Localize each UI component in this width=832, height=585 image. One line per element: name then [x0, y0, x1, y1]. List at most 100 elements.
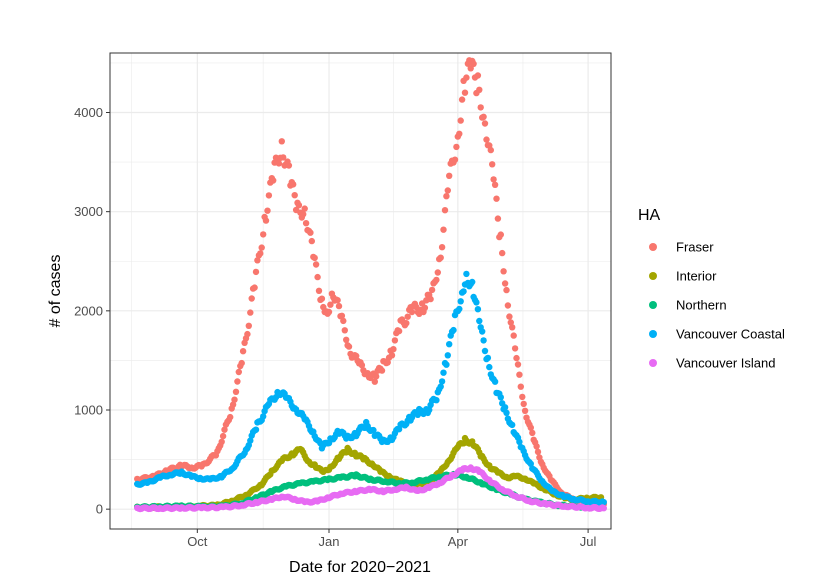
data-point	[497, 394, 504, 401]
data-point	[451, 156, 459, 163]
data-point	[235, 368, 242, 376]
y-tick-label: 4000	[74, 105, 103, 120]
data-point	[443, 193, 450, 200]
data-point	[373, 373, 380, 380]
data-point	[503, 409, 510, 416]
data-point	[421, 304, 429, 311]
data-point	[497, 231, 504, 238]
data-point	[433, 276, 440, 284]
data-point	[221, 426, 228, 433]
data-point	[404, 313, 411, 320]
data-point	[247, 437, 254, 444]
data-point	[370, 426, 377, 434]
data-point	[487, 146, 494, 154]
data-point	[338, 312, 346, 319]
data-point	[458, 96, 466, 103]
data-point	[511, 345, 519, 352]
data-point	[245, 322, 252, 329]
data-point	[325, 308, 333, 316]
data-point	[301, 205, 308, 212]
data-point	[509, 324, 516, 331]
data-point	[519, 393, 526, 401]
data-point	[501, 404, 509, 411]
x-tick-label: Jul	[580, 534, 597, 549]
legend: HA Fraser Interior Northern Vancouver Coast…	[638, 207, 785, 371]
data-point	[395, 327, 403, 335]
data-point	[232, 388, 240, 395]
data-point	[493, 195, 500, 202]
data-point	[499, 249, 506, 257]
data-point	[460, 288, 467, 295]
data-point	[474, 306, 482, 313]
data-point	[248, 295, 255, 302]
data-point	[516, 371, 523, 378]
data-point	[358, 362, 366, 369]
legend-key-vancouver-island	[649, 359, 657, 367]
data-point	[533, 443, 540, 450]
data-point	[311, 254, 318, 262]
legend-title: HA	[638, 207, 661, 224]
data-point	[257, 250, 264, 257]
data-point	[388, 352, 396, 359]
data-point	[433, 397, 440, 404]
data-point	[437, 383, 444, 390]
data-point	[444, 352, 451, 359]
x-axis: Oct Jan Apr Jul	[187, 529, 597, 549]
data-point	[500, 268, 507, 275]
data-point	[489, 161, 496, 168]
data-point	[314, 273, 321, 281]
data-point	[327, 301, 334, 308]
legend-label-fraser: Fraser	[676, 240, 714, 255]
data-point	[318, 295, 326, 302]
data-point	[219, 432, 227, 440]
data-point	[473, 299, 480, 306]
data-point	[444, 187, 451, 194]
data-point	[456, 130, 463, 137]
data-point	[480, 337, 487, 344]
data-point	[509, 421, 516, 429]
data-point	[343, 336, 350, 343]
data-point	[456, 305, 463, 313]
data-point	[527, 460, 534, 467]
data-point	[291, 192, 298, 199]
data-point	[470, 60, 477, 67]
legend-key-northern	[649, 301, 657, 309]
data-point	[438, 244, 446, 251]
y-axis: 0 1000 2000 3000 4000	[74, 105, 110, 517]
data-point	[469, 278, 476, 286]
data-point	[480, 113, 487, 121]
panel-background	[110, 53, 611, 529]
data-point	[307, 229, 314, 236]
data-point	[244, 330, 251, 338]
data-point	[218, 438, 225, 445]
legend-key-fraser	[649, 243, 657, 251]
data-point	[504, 302, 512, 309]
data-point	[476, 86, 483, 94]
data-point	[239, 348, 247, 355]
data-point	[260, 231, 267, 238]
data-point	[483, 136, 490, 143]
data-point	[443, 361, 450, 368]
data-point	[229, 401, 237, 408]
data-point	[270, 177, 277, 184]
data-point	[457, 117, 464, 124]
data-point	[251, 284, 258, 291]
data-point	[437, 254, 444, 261]
data-point	[280, 154, 287, 161]
data-point	[446, 341, 453, 348]
data-point	[484, 354, 492, 362]
data-point	[477, 104, 484, 111]
data-point	[426, 406, 433, 414]
data-point	[501, 280, 509, 287]
data-point	[254, 257, 261, 264]
data-point	[494, 215, 502, 222]
data-point	[260, 413, 267, 420]
data-point	[302, 220, 310, 227]
data-point	[441, 207, 449, 214]
data-point	[446, 172, 453, 179]
data-point	[403, 320, 410, 327]
data-point	[516, 438, 523, 446]
legend-label-vancouver-coastal: Vancouver Coastal	[676, 327, 785, 342]
data-point	[600, 505, 607, 512]
data-point	[334, 297, 341, 304]
